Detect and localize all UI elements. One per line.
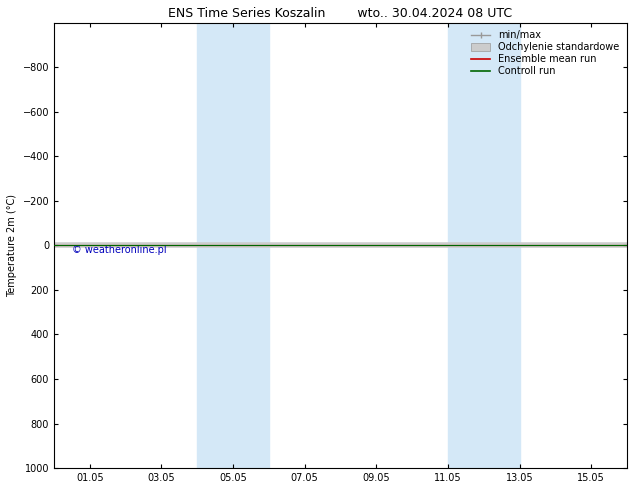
Bar (197, 23, 269, 468)
Y-axis label: Temperature 2m (°C): Temperature 2m (°C) (7, 194, 17, 297)
Text: © weatheronline.pl: © weatheronline.pl (72, 245, 167, 255)
Legend: min/max, Odchylenie standardowe, Ensemble mean run, Controll run: min/max, Odchylenie standardowe, Ensembl… (468, 27, 622, 79)
Bar (448, 23, 520, 468)
Title: ENS Time Series Koszalin        wto.. 30.04.2024 08 UTC: ENS Time Series Koszalin wto.. 30.04.202… (169, 7, 512, 20)
